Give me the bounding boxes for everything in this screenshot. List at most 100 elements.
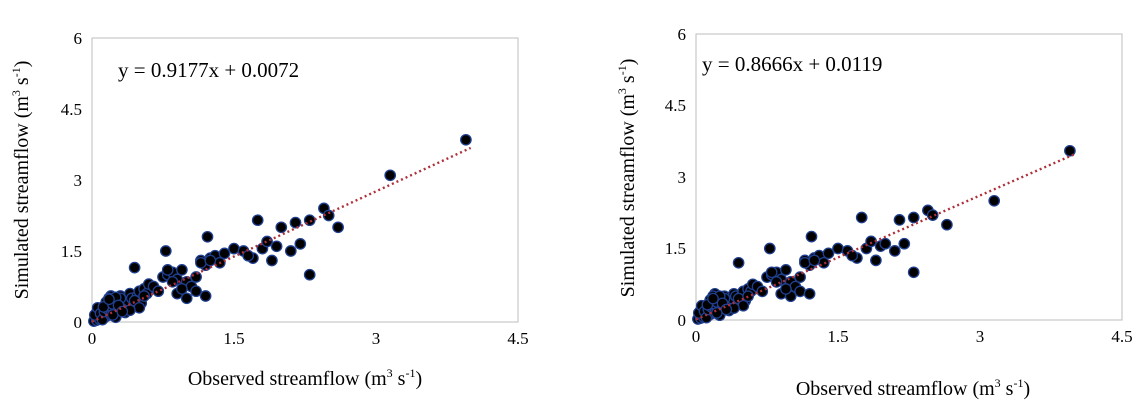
data-point [907, 211, 920, 224]
data-point [770, 276, 783, 288]
data-point [799, 256, 811, 269]
plot-frame-right [695, 33, 1123, 321]
data-point [737, 299, 750, 312]
scatter-points-right [692, 144, 1076, 325]
data-point [332, 221, 344, 234]
data-point [794, 271, 806, 283]
data-point [133, 301, 146, 314]
data-point [116, 305, 129, 318]
data-point [888, 245, 901, 257]
x-axis-label-left: Observed streamflow (m3 s-1) [188, 366, 422, 390]
data-point [180, 292, 193, 305]
y-axis-label-right: Simulated streamflow (m3 s-1) [615, 59, 639, 298]
regression-equation-right: y = 0.8666x + 0.0119 [702, 52, 882, 76]
scatter-panel-left: 0 1.5 3 4.5 6 0 1.5 3 4.5 y = 0.9177x + … [9, 29, 529, 390]
data-point [152, 285, 165, 298]
data-point [742, 290, 754, 303]
data-point [765, 266, 778, 279]
data-point [780, 283, 792, 295]
data-point [228, 242, 240, 255]
data-point [907, 266, 920, 279]
y-tick-labels-left: 0 1.5 3 4.5 6 [61, 29, 82, 332]
data-point [926, 209, 939, 221]
data-point [763, 242, 776, 255]
data-point [270, 240, 283, 253]
trendline-right [695, 153, 1076, 321]
regression-equation-left: y = 0.9177x + 0.0072 [118, 58, 299, 82]
y-tick-label: 1.5 [665, 239, 686, 258]
x-tick-label: 0 [88, 329, 97, 348]
data-point [893, 214, 906, 226]
data-point [289, 216, 302, 229]
data-point [176, 283, 188, 295]
y-tick-label: 0 [678, 311, 687, 330]
data-point [266, 254, 278, 267]
data-point [855, 211, 868, 224]
data-point [803, 287, 816, 300]
data-point [941, 218, 953, 231]
scatter-panel-right: 0 1.5 3 4.5 6 0 1.5 3 4.5 y = 0.8666x + … [615, 25, 1133, 400]
data-point [805, 230, 818, 243]
data-point [176, 264, 188, 276]
y-tick-label: 1.5 [61, 242, 82, 261]
x-tick-label: 1.5 [827, 327, 848, 346]
data-point [294, 238, 307, 250]
x-tick-label: 3 [372, 329, 381, 348]
y-tick-label: 6 [678, 25, 687, 44]
y-tick-labels-right: 0 1.5 3 4.5 6 [665, 25, 686, 330]
data-point [218, 247, 231, 260]
data-point [284, 245, 297, 257]
y-tick-label: 4.5 [665, 96, 686, 115]
data-point [195, 256, 207, 269]
data-point [732, 256, 745, 269]
y-tick-label: 3 [74, 171, 83, 190]
data-point [898, 237, 911, 250]
x-tick-label: 3 [976, 327, 985, 346]
data-point [870, 254, 882, 267]
data-point [251, 214, 264, 227]
y-tick-label: 0 [74, 313, 83, 332]
data-point [322, 209, 335, 222]
data-point [242, 249, 255, 262]
x-tick-label: 4.5 [507, 329, 528, 348]
data-point [808, 254, 821, 267]
data-point [103, 293, 115, 306]
data-point [275, 221, 288, 234]
y-tick-label: 4.5 [61, 100, 82, 119]
data-point [261, 235, 273, 248]
data-point [822, 247, 835, 260]
data-point [817, 256, 830, 269]
data-point [190, 271, 202, 283]
y-axis-label-left: Simulated streamflow (m3 s-1) [9, 61, 33, 300]
data-point [303, 268, 316, 281]
data-point [204, 254, 217, 267]
data-point [128, 261, 141, 274]
data-point [199, 290, 212, 302]
data-point [707, 292, 719, 305]
data-point [384, 169, 397, 182]
y-tick-label: 3 [678, 168, 687, 187]
y-tick-label: 6 [74, 29, 83, 48]
data-point [460, 133, 472, 146]
data-point [190, 285, 202, 298]
data-point [794, 285, 806, 298]
data-point [988, 194, 1001, 207]
x-axis-label-right: Observed streamflow (m3 s-1) [796, 376, 1030, 400]
x-tick-label: 0 [692, 327, 701, 346]
scatter-points-left [88, 133, 472, 327]
data-point [201, 230, 214, 243]
x-tick-label: 4.5 [1111, 327, 1132, 346]
data-point [138, 290, 150, 302]
x-tick-labels-right: 0 1.5 3 4.5 [692, 327, 1133, 346]
data-point [159, 245, 172, 257]
data-point [832, 242, 844, 255]
plot-frame-left [91, 37, 519, 323]
data-point [780, 264, 792, 276]
data-point [879, 237, 892, 250]
x-tick-label: 1.5 [223, 329, 244, 348]
x-tick-labels-left: 0 1.5 3 4.5 [88, 329, 529, 348]
data-point [1064, 144, 1076, 157]
data-point [166, 275, 179, 288]
data-point [161, 264, 174, 276]
